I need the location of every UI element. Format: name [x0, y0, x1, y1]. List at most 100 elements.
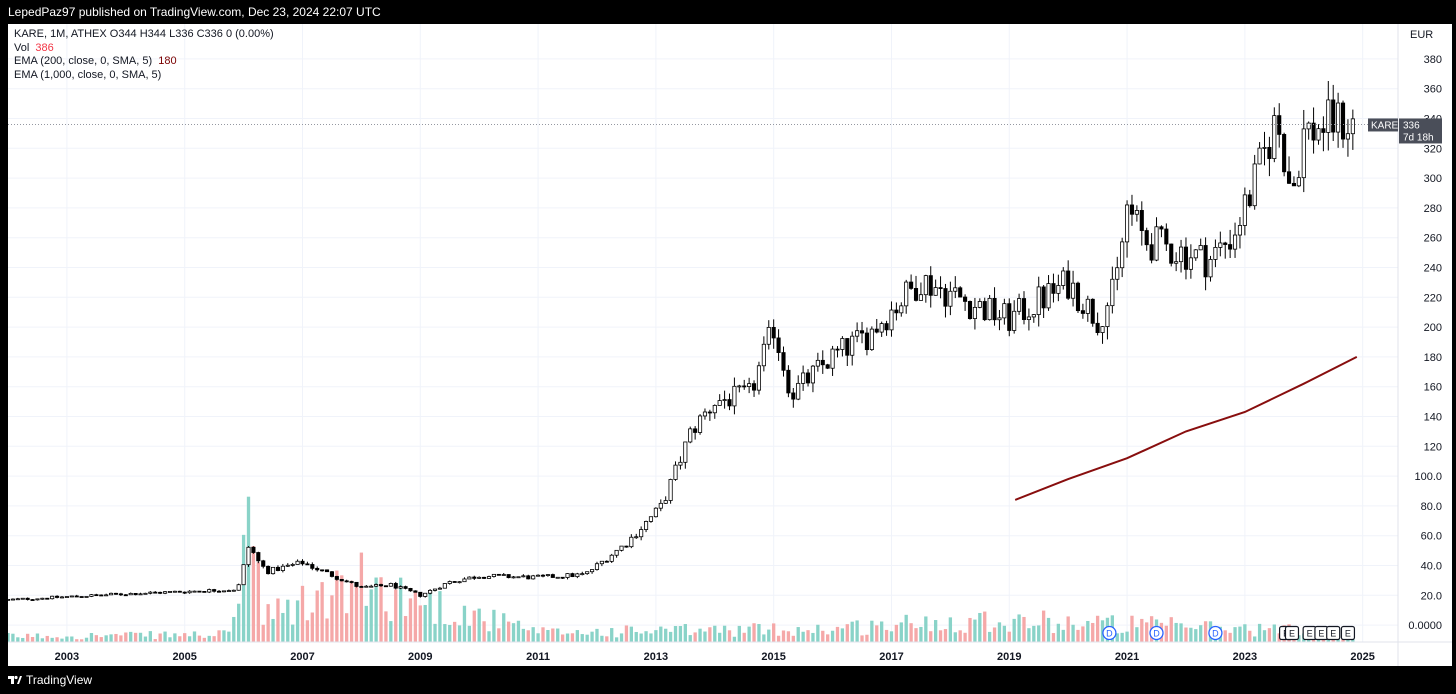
candle-body	[1247, 194, 1252, 207]
candle-body	[869, 328, 874, 351]
volume-bar	[246, 496, 251, 642]
candle-body	[756, 365, 762, 391]
candle-body	[1017, 298, 1022, 312]
candle-body	[516, 576, 521, 579]
volume-bar	[742, 632, 746, 642]
candle-body	[1051, 283, 1056, 294]
candle-body	[99, 594, 104, 597]
candle-body	[923, 275, 928, 296]
candle-body	[825, 364, 830, 369]
volume-bar	[94, 635, 99, 642]
candle-body	[1179, 246, 1184, 263]
candle-body	[69, 595, 74, 598]
volume-bar	[845, 624, 849, 642]
chart-panel[interactable]: KARE, 1M, ATHEX O344 H344 L336 C336 0 (0…	[8, 24, 1452, 666]
candle-body	[967, 301, 973, 319]
ema200-legend[interactable]: EMA (200, close, 0, SMA, 5) 180	[14, 55, 274, 69]
candle-body	[609, 554, 614, 562]
candle-body	[737, 385, 742, 388]
price-scale[interactable]: 0.0000 20.0 40.0 60.0 80.0 100.0 120 140 160 180 2…	[1408, 54, 1442, 632]
price-tick: 200	[1424, 322, 1442, 334]
candle-body	[320, 569, 325, 572]
dividend-marker-label: D	[1212, 629, 1219, 639]
volume-bar	[1174, 622, 1178, 642]
volume-bar	[21, 637, 25, 642]
volume-bar	[737, 625, 741, 642]
volume-bar	[713, 625, 717, 642]
candle-body	[953, 287, 958, 292]
volume-bar	[70, 636, 74, 642]
candle-body	[830, 348, 835, 369]
earnings-marker	[1326, 625, 1341, 641]
candle-body	[167, 591, 173, 593]
volume-bar	[526, 630, 530, 642]
volume-bar	[129, 631, 133, 642]
candle-body	[378, 584, 384, 587]
candle-body	[207, 589, 212, 593]
candle-body	[1139, 210, 1144, 231]
volume-bar	[428, 591, 432, 642]
volume-bar	[1179, 623, 1183, 642]
volume-bar	[654, 630, 658, 642]
volume-bar	[605, 636, 609, 642]
candle-body	[805, 372, 811, 384]
candle-body	[241, 564, 246, 586]
candle-body	[374, 584, 379, 587]
candle-body	[526, 575, 531, 580]
volume-legend[interactable]: Vol 386	[14, 42, 274, 56]
candle-body	[280, 565, 285, 571]
candle-body	[1296, 177, 1301, 187]
candle-body	[59, 596, 65, 599]
candle-body	[658, 502, 663, 509]
candle-body	[761, 343, 766, 367]
event-markers: DDDEEEEEE	[1102, 625, 1356, 641]
candle-body	[1301, 128, 1306, 179]
ema1000-legend[interactable]: EMA (1,000, close, 0, SMA, 5)	[14, 68, 162, 81]
volume-bar	[757, 624, 761, 642]
candle-body	[236, 584, 241, 591]
volume-bar	[948, 617, 953, 642]
candle-body	[423, 592, 428, 597]
price-chart[interactable]: DDDEEEEEE 0.000020.040.060.080.0100.0120…	[8, 24, 1452, 666]
volume-bar	[855, 620, 859, 642]
volume-bar	[1233, 627, 1237, 642]
candle-body	[594, 563, 600, 570]
volume-bar	[703, 631, 707, 642]
brand-name: TradingView	[26, 673, 93, 687]
publish-bar: LepedPaz97 published on TradingView.com,…	[0, 0, 1456, 24]
candle-body	[442, 583, 447, 589]
candle-body	[751, 383, 757, 391]
candle-body	[688, 428, 693, 443]
volume-bar	[477, 608, 481, 642]
candle-body	[462, 578, 467, 583]
candle-body	[285, 564, 290, 567]
candle-body	[231, 589, 236, 592]
candle-body	[653, 507, 658, 518]
candle-body	[339, 578, 344, 582]
candle-body	[128, 592, 133, 596]
price-tick: 80.0	[1421, 501, 1442, 513]
candle-body	[1149, 244, 1154, 261]
symbol-info[interactable]: KARE, 1M, ATHEX O344 H344 L336 C336 0 (0…	[14, 28, 274, 40]
footer-bar: TradingView	[0, 666, 1456, 694]
candle-body	[668, 479, 673, 501]
ema200-label: EMA (200, close, 0, SMA, 5)	[14, 55, 153, 67]
candle-body	[398, 586, 403, 589]
candle-body	[850, 335, 855, 356]
time-tick: 2011	[526, 651, 550, 663]
earnings-marker-label: E	[1289, 629, 1295, 639]
candle-body	[820, 359, 825, 366]
currency-label[interactable]: EUR	[1410, 29, 1433, 41]
volume-bar	[698, 628, 702, 642]
candle-body	[153, 591, 158, 594]
volume-bar	[752, 623, 756, 642]
volume-bar	[801, 631, 805, 642]
time-scale[interactable]: 2003 2005 2007 2009 2011 2013 2015 2017 2019 2021…	[55, 651, 1375, 663]
candle-body	[742, 385, 747, 388]
last-price-box	[1399, 118, 1442, 144]
candle-body	[1282, 134, 1287, 173]
volume-bar	[516, 620, 521, 642]
candle-body	[1262, 146, 1267, 149]
candle-body	[1095, 322, 1100, 334]
candle-body	[521, 575, 526, 578]
